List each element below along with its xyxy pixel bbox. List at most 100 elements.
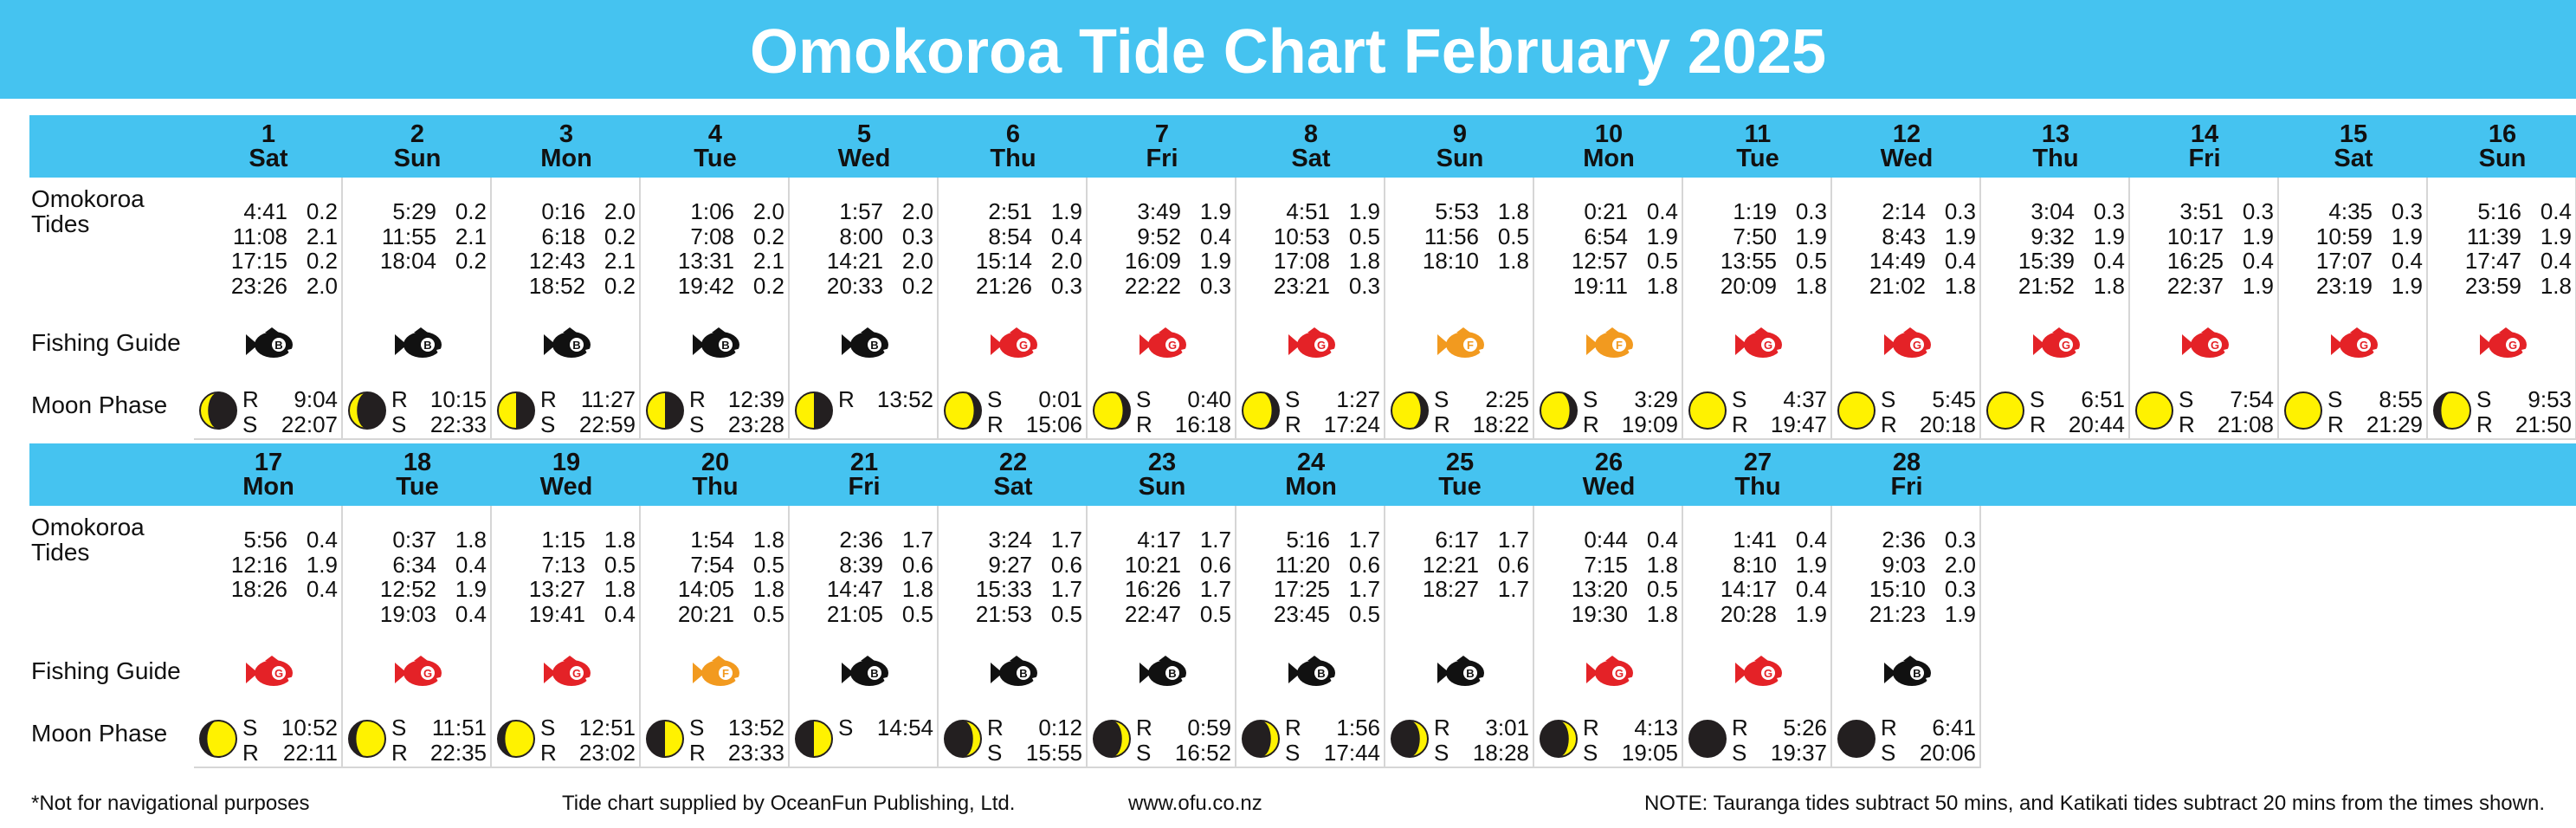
moon-time: 12:39: [727, 386, 784, 412]
moon-event: R: [1881, 411, 1897, 437]
fish-mouth: [1032, 676, 1039, 682]
title: Omokoroa Tide Chart February 2025: [749, 17, 1827, 87]
moon-icon: [795, 720, 833, 758]
moon-lit: [1094, 392, 1123, 429]
moon-lit: [814, 721, 832, 757]
fishing-icon: G: [1735, 327, 1784, 358]
tide-time: 0:37: [392, 527, 436, 553]
moon-event: S: [1732, 386, 1747, 412]
moon-event: S: [2327, 386, 2343, 412]
day-cell: [1534, 506, 1683, 768]
date: 28: [1892, 449, 1921, 476]
fish-fin: [1754, 656, 1768, 661]
weekday: Tue: [1736, 145, 1779, 172]
moon-icon: [1242, 391, 1280, 430]
tide-time: 1:41: [1733, 527, 1777, 553]
weekday: Sun: [393, 145, 442, 172]
tide-time: 13:55: [1720, 248, 1777, 274]
tide-height: 2.1: [752, 248, 784, 274]
tide-time: 12:21: [1422, 551, 1479, 578]
tide-time: 18:27: [1422, 576, 1479, 602]
tide-time: 5:56: [243, 527, 287, 553]
moon-lit: [1243, 392, 1272, 429]
weekday: Thu: [990, 145, 1036, 172]
fish-mouth: [2521, 348, 2528, 353]
moon-icon: [1391, 720, 1429, 758]
fish-fin: [1456, 327, 1470, 333]
fishing-rating: G: [2508, 339, 2517, 352]
tide-time: 3:49: [1137, 198, 1181, 224]
fish-eye: [2506, 338, 2520, 352]
tide-time: 1:54: [690, 527, 734, 553]
moon-outline: [646, 720, 684, 758]
moon-time: 18:28: [1472, 740, 1529, 766]
date: 9: [1452, 120, 1468, 148]
moon-time: 1:56: [1336, 715, 1380, 741]
moon-icon: [199, 720, 237, 758]
fish-eye: [1314, 666, 1328, 680]
date: 13: [2041, 120, 2070, 148]
day-cell: [1683, 178, 1832, 440]
tide-height: 1.7: [1348, 576, 1380, 602]
tide-height: 0.5: [901, 600, 933, 627]
tide-time: 21:05: [826, 600, 883, 627]
moon-time: 9:04: [294, 386, 338, 412]
tide-time: 2:36: [1882, 527, 1926, 553]
moon-event: R: [2327, 411, 2344, 437]
moon-time: 4:37: [1783, 386, 1827, 412]
fish-eye: [1761, 338, 1775, 352]
tide-height: 0.6: [901, 551, 933, 578]
tide-time: 12:52: [379, 576, 436, 602]
tide-height: 0.4: [1944, 248, 1976, 274]
day-cell: [2279, 178, 2428, 440]
fish-mouth: [1330, 348, 1337, 353]
tide-height: 1.8: [1795, 272, 1827, 299]
tide-time: 1:19: [1733, 198, 1777, 224]
date: 24: [1296, 449, 1326, 476]
moon-icon: [2284, 391, 2322, 430]
moon-time: 13:52: [727, 715, 784, 741]
moon-lit: [2441, 392, 2470, 429]
fish-eye: [2059, 338, 2073, 352]
tide-height: 0.4: [604, 600, 636, 627]
tide-height: 2.0: [752, 198, 784, 224]
moon-time: 9:53: [2528, 386, 2572, 412]
moon-icon: [795, 391, 833, 430]
fish-tail: [1140, 334, 1152, 355]
fishing-rating: G: [423, 667, 432, 680]
fish-eye: [868, 338, 881, 352]
weekday: Wed: [837, 145, 891, 172]
tide-time: 12:16: [230, 551, 287, 578]
moon-event: R: [1732, 715, 1748, 741]
tide-height: 2.1: [455, 223, 487, 249]
fish-mouth: [287, 676, 294, 682]
moon-time: 16:52: [1174, 740, 1231, 766]
tide-time: 1:06: [690, 198, 734, 224]
tide-height: 1.9: [1944, 223, 1976, 249]
moon-lit: [356, 721, 385, 757]
moon-time: 21:08: [2217, 411, 2274, 437]
moon-time: 13:52: [876, 386, 933, 412]
fish-tail: [2182, 334, 2194, 355]
tide-height: 1.7: [1348, 527, 1380, 553]
fish-tail: [1140, 663, 1152, 683]
fishing-icon: B: [693, 327, 741, 358]
day-cell: [1534, 178, 1683, 440]
fish-fin: [1605, 327, 1619, 333]
note: NOTE: Tauranga tides subtract 50 mins, a…: [1643, 792, 2545, 815]
moon-outline: [944, 720, 982, 758]
tide-time: 19:30: [1571, 600, 1628, 627]
weekday: Sat: [2334, 145, 2373, 172]
weekday: Fri: [1890, 473, 1923, 501]
moon-event: S: [1285, 740, 1301, 766]
moon-icon: [1986, 391, 2024, 430]
weekday: Mon: [1285, 473, 1337, 501]
moon-time: 19:47: [1770, 411, 1827, 437]
fish-fin: [2052, 327, 2066, 333]
moon-outline: [1391, 391, 1429, 430]
fish-eye: [1463, 338, 1477, 352]
tide-time: 21:52: [2018, 272, 2075, 299]
tide-height: 0.4: [1795, 527, 1827, 553]
fish-tail: [246, 334, 258, 355]
